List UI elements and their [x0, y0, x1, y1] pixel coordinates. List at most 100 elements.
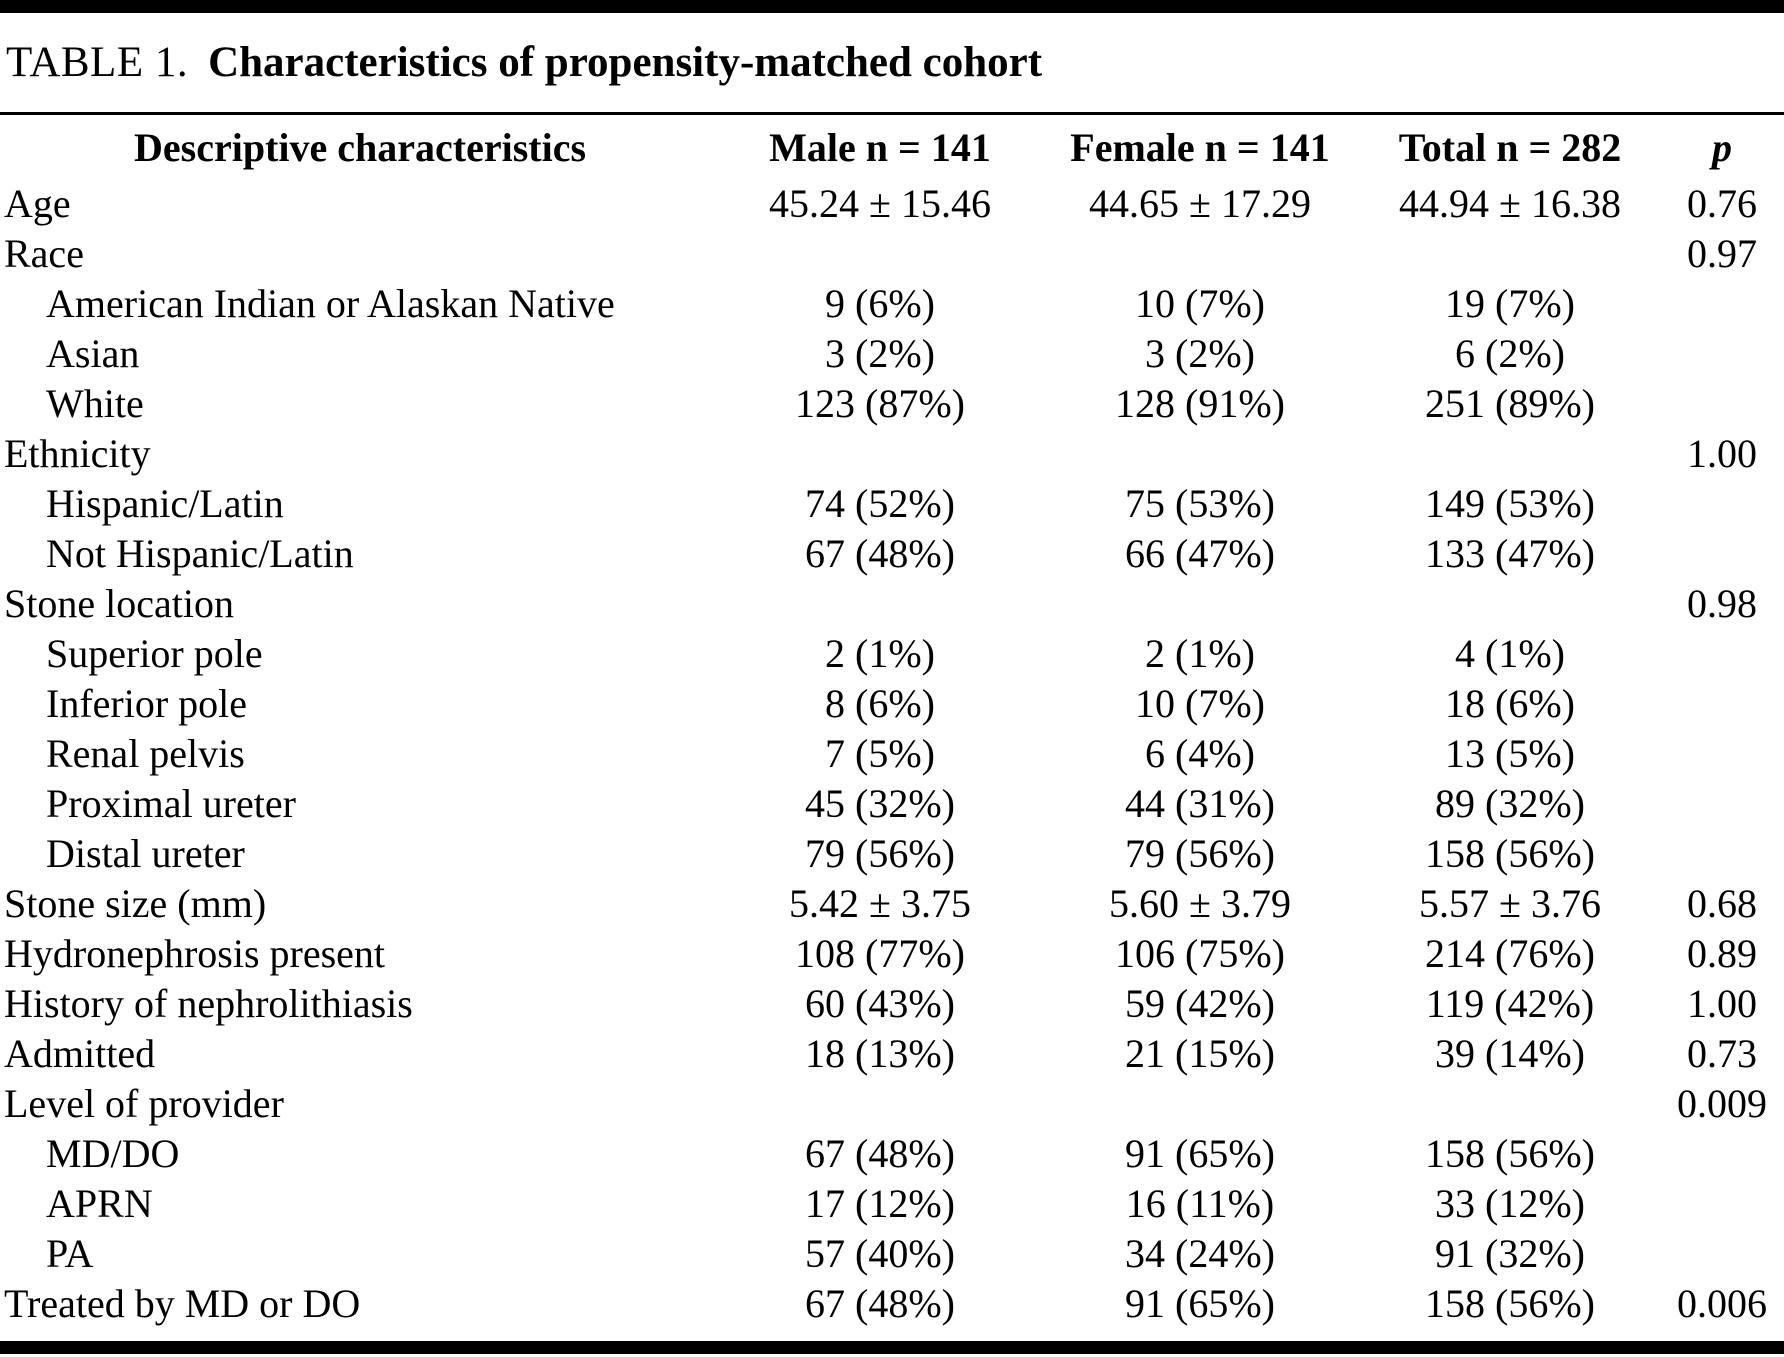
- cell-female: 10 (7%): [1135, 281, 1265, 326]
- cell-total: 251 (89%): [1425, 381, 1595, 426]
- table-title: TABLE 1. Characteristics of propensity-m…: [0, 13, 1784, 112]
- cell-total: 133 (47%): [1425, 531, 1595, 576]
- cell-male: 9 (6%): [825, 281, 935, 326]
- cell-total: 33 (12%): [1435, 1181, 1585, 1226]
- cell-p: [1660, 629, 1784, 679]
- bottom-spacer: [0, 1329, 1784, 1341]
- table-header: Descriptive characteristics Male n = 141 F…: [0, 115, 1784, 179]
- cell-male: [720, 1079, 1040, 1129]
- table-row: Hydronephrosis present 108 (77%) 106 (75%)…: [0, 929, 1784, 979]
- cell-female: 128 (91%): [1115, 381, 1285, 426]
- cell-label: APRN: [46, 1181, 153, 1226]
- cell-p: [1660, 379, 1784, 429]
- cell-p: 0.76: [1687, 181, 1757, 226]
- table-row: Ethnicity 1.00: [0, 429, 1784, 479]
- cell-label: MD/DO: [46, 1131, 180, 1176]
- table-row: PA 57 (40%) 34 (24%) 91 (32%): [0, 1229, 1784, 1279]
- cell-total: 214 (76%): [1425, 931, 1595, 976]
- cell-male: 18 (13%): [805, 1031, 955, 1076]
- top-rule: [0, 0, 1784, 13]
- cell-male: [720, 579, 1040, 629]
- cell-label: White: [46, 381, 144, 426]
- cell-female: 91 (65%): [1125, 1131, 1275, 1176]
- table-row: Stone size (mm) 5.42 ± 3.75 5.60 ± 3.79 5.5…: [0, 879, 1784, 929]
- cell-female: 44.65 ± 17.29: [1089, 181, 1311, 226]
- cell-female: 44 (31%): [1125, 781, 1275, 826]
- cell-total: 19 (7%): [1445, 281, 1575, 326]
- cell-female: 3 (2%): [1145, 331, 1255, 376]
- table-row: Not Hispanic/Latin 67 (48%) 66 (47%) 133 (4…: [0, 529, 1784, 579]
- cell-male: 123 (87%): [795, 381, 965, 426]
- table-row: Inferior pole 8 (6%) 10 (7%) 18 (6%): [0, 679, 1784, 729]
- table-header-row: Descriptive characteristics Male n = 141 F…: [0, 115, 1784, 179]
- cell-label: Treated by MD or DO: [4, 1281, 361, 1326]
- table-row: Superior pole 2 (1%) 2 (1%) 4 (1%): [0, 629, 1784, 679]
- table-row: MD/DO 67 (48%) 91 (65%) 158 (56%): [0, 1129, 1784, 1179]
- cell-p: [1660, 829, 1784, 879]
- cell-p: [1660, 279, 1784, 329]
- cell-female: [1040, 429, 1360, 479]
- cell-total: 13 (5%): [1445, 731, 1575, 776]
- cell-p: 0.006: [1677, 1281, 1767, 1326]
- cell-female: [1040, 579, 1360, 629]
- cell-male: 45 (32%): [805, 781, 955, 826]
- cell-p: 1.00: [1687, 981, 1757, 1026]
- cell-female: 91 (65%): [1125, 1281, 1275, 1326]
- table-row: Renal pelvis 7 (5%) 6 (4%) 13 (5%): [0, 729, 1784, 779]
- table-row: Admitted 18 (13%) 21 (15%) 39 (14%) 0.73: [0, 1029, 1784, 1079]
- column-header-label: Descriptive characteristics: [133, 124, 587, 170]
- cell-p: 0.68: [1687, 881, 1757, 926]
- cell-total: 4 (1%): [1455, 631, 1565, 676]
- table-row: Stone location 0.98: [0, 579, 1784, 629]
- cell-total: 44.94 ± 16.38: [1399, 181, 1621, 226]
- cell-female: [1040, 229, 1360, 279]
- table-row: APRN 17 (12%) 16 (11%) 33 (12%): [0, 1179, 1784, 1229]
- cell-male: 74 (52%): [805, 481, 955, 526]
- table-caption: Characteristics of propensity-matched co…: [208, 39, 1043, 86]
- cell-total: 89 (32%): [1435, 781, 1585, 826]
- cell-label: Inferior pole: [46, 681, 248, 726]
- cell-female: 66 (47%): [1125, 531, 1275, 576]
- cell-p: [1660, 529, 1784, 579]
- cell-female: 59 (42%): [1125, 981, 1275, 1026]
- cell-male: 108 (77%): [795, 931, 965, 976]
- cell-total: 149 (53%): [1425, 481, 1595, 526]
- cell-female: 75 (53%): [1125, 481, 1275, 526]
- table-row: American Indian or Alaskan Native 9 (6%) 1…: [0, 279, 1784, 329]
- cell-label: Admitted: [4, 1031, 156, 1076]
- column-header-total: Total n = 282: [1398, 124, 1622, 170]
- cell-total: 39 (14%): [1435, 1031, 1585, 1076]
- cell-female: 21 (15%): [1125, 1031, 1275, 1076]
- cell-label: History of nephrolithiasis: [4, 981, 413, 1026]
- cell-male: 2 (1%): [825, 631, 935, 676]
- cell-label: Proximal ureter: [46, 781, 296, 826]
- column-header-female: Female n = 141: [1070, 124, 1330, 170]
- cell-total: 158 (56%): [1425, 1131, 1595, 1176]
- cell-male: 67 (48%): [805, 1281, 955, 1326]
- cell-p: 0.89: [1687, 931, 1757, 976]
- cell-total: 91 (32%): [1435, 1231, 1585, 1276]
- table-body: Age 45.24 ± 15.46 44.65 ± 17.29 44.94 ± 16.…: [0, 179, 1784, 1329]
- table-row: Hispanic/Latin 74 (52%) 75 (53%) 149 (53%): [0, 479, 1784, 529]
- cell-label: PA: [46, 1231, 94, 1276]
- cell-label: Ethnicity: [4, 431, 151, 476]
- cell-male: 79 (56%): [805, 831, 955, 876]
- cell-p: [1660, 1129, 1784, 1179]
- cell-male: [720, 429, 1040, 479]
- cell-label: Renal pelvis: [46, 731, 245, 776]
- cell-label: Asian: [46, 331, 140, 376]
- table-row: Distal ureter 79 (56%) 79 (56%) 158 (56%): [0, 829, 1784, 879]
- cell-female: 2 (1%): [1145, 631, 1255, 676]
- cell-p: [1660, 729, 1784, 779]
- cell-male: 3 (2%): [825, 331, 935, 376]
- cell-label: Level of provider: [4, 1081, 284, 1126]
- cell-male: 67 (48%): [805, 1131, 955, 1176]
- cell-label: Age: [4, 181, 71, 226]
- cell-total: 5.57 ± 3.76: [1419, 881, 1601, 926]
- cell-male: 5.42 ± 3.75: [789, 881, 971, 926]
- cell-total: 18 (6%): [1445, 681, 1575, 726]
- cell-male: 45.24 ± 15.46: [769, 181, 991, 226]
- cell-female: 16 (11%): [1125, 1181, 1275, 1226]
- cell-label: American Indian or Alaskan Native: [46, 281, 615, 326]
- table-number-label: TABLE 1.: [6, 39, 189, 86]
